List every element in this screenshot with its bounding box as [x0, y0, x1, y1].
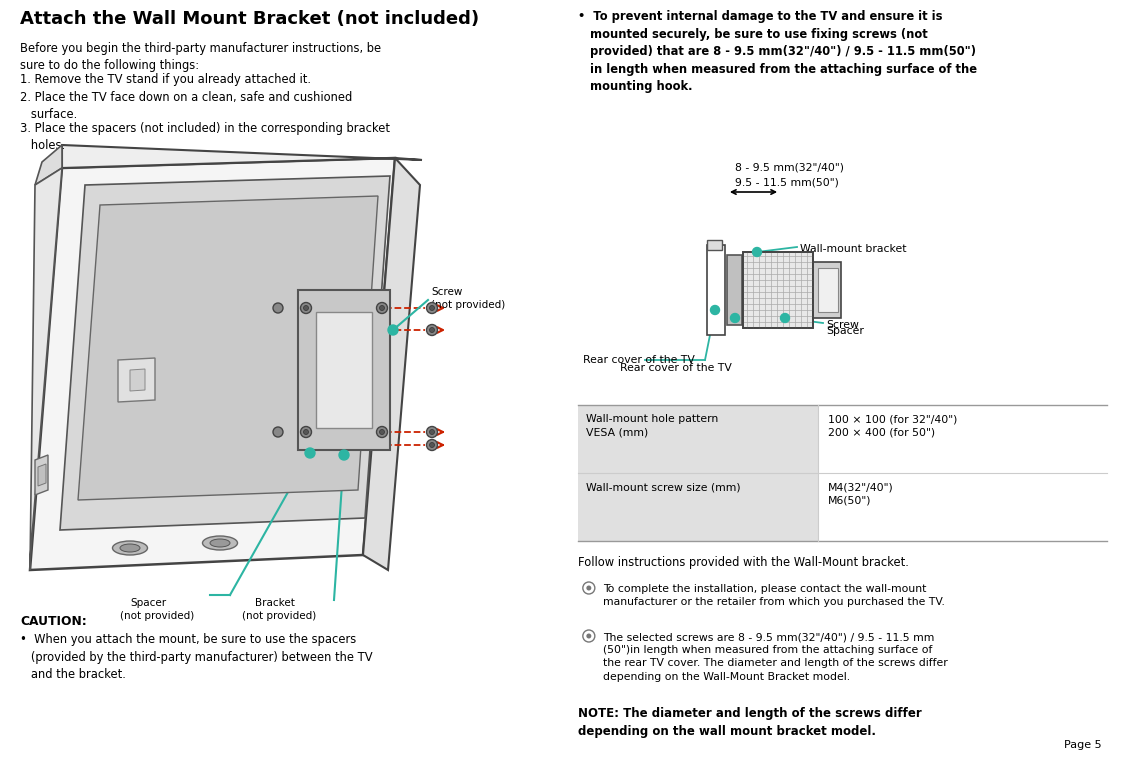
Text: 100 × 100 (for 32"/40")
200 × 400 (for 50"): 100 × 100 (for 32"/40") 200 × 400 (for 5… — [828, 414, 957, 438]
Text: •  When you attach the mount, be sure to use the spacers
   (provided by the thi: • When you attach the mount, be sure to … — [20, 633, 373, 681]
Circle shape — [303, 429, 309, 435]
Circle shape — [426, 302, 438, 314]
Circle shape — [303, 305, 309, 311]
Polygon shape — [316, 312, 373, 428]
Text: (not provided): (not provided) — [120, 611, 194, 621]
Circle shape — [730, 314, 739, 323]
Circle shape — [587, 585, 591, 591]
Text: 3. Place the spacers (not included) in the corresponding bracket
   holes.: 3. Place the spacers (not included) in t… — [20, 122, 390, 152]
Text: Wall-mount hole pattern
VESA (mm): Wall-mount hole pattern VESA (mm) — [586, 414, 718, 438]
Circle shape — [426, 324, 438, 336]
Polygon shape — [62, 145, 422, 168]
Polygon shape — [35, 455, 48, 495]
Circle shape — [377, 302, 387, 314]
Text: (not provided): (not provided) — [431, 300, 505, 310]
Text: Rear cover of the TV: Rear cover of the TV — [620, 363, 732, 373]
Ellipse shape — [112, 541, 147, 555]
Circle shape — [339, 450, 349, 460]
Circle shape — [273, 303, 283, 313]
Text: NOTE: The diameter and length of the screws differ
depending on the wall mount b: NOTE: The diameter and length of the scr… — [578, 707, 921, 738]
Circle shape — [430, 305, 434, 311]
Text: Before you begin the third-party manufacturer instructions, be
sure to do the fo: Before you begin the third-party manufac… — [20, 42, 381, 72]
Circle shape — [430, 327, 434, 333]
Text: (not provided): (not provided) — [242, 611, 316, 621]
Circle shape — [430, 429, 434, 435]
Polygon shape — [364, 158, 420, 570]
Polygon shape — [818, 268, 838, 312]
Text: Wall-mount bracket: Wall-mount bracket — [800, 244, 907, 254]
Polygon shape — [38, 464, 46, 486]
Circle shape — [587, 633, 591, 639]
Text: Rear cover of the TV: Rear cover of the TV — [582, 355, 695, 365]
Polygon shape — [727, 255, 742, 325]
Circle shape — [305, 448, 315, 458]
Circle shape — [273, 427, 283, 437]
Circle shape — [426, 440, 438, 451]
Text: Wall-mount screw size (mm): Wall-mount screw size (mm) — [586, 482, 741, 492]
Text: 1. Remove the TV stand if you already attached it.: 1. Remove the TV stand if you already at… — [20, 73, 311, 86]
Circle shape — [301, 302, 312, 314]
Polygon shape — [813, 262, 842, 318]
Polygon shape — [35, 145, 62, 185]
Polygon shape — [743, 252, 813, 328]
Polygon shape — [298, 290, 390, 450]
Text: Screw: Screw — [431, 287, 462, 297]
Polygon shape — [130, 369, 145, 391]
Polygon shape — [79, 196, 378, 500]
Text: 9.5 - 11.5 mm(50"): 9.5 - 11.5 mm(50") — [735, 177, 839, 187]
Circle shape — [379, 305, 385, 311]
Circle shape — [781, 314, 790, 323]
Ellipse shape — [202, 536, 238, 550]
Polygon shape — [118, 358, 155, 402]
Text: CAUTION:: CAUTION: — [20, 615, 86, 628]
Polygon shape — [30, 158, 395, 570]
Circle shape — [377, 427, 387, 438]
Polygon shape — [707, 240, 721, 250]
Bar — [578, 473, 818, 541]
Bar — [578, 405, 818, 473]
Text: 2. Place the TV face down on a clean, safe and cushioned
   surface.: 2. Place the TV face down on a clean, sa… — [20, 91, 352, 121]
Text: Spacer: Spacer — [130, 598, 166, 608]
Text: To complete the installation, please contact the wall-mount
manufacturer or the : To complete the installation, please con… — [603, 584, 945, 607]
Circle shape — [753, 248, 762, 256]
Text: Follow instructions provided with the Wall-Mount bracket.: Follow instructions provided with the Wa… — [578, 556, 909, 569]
Text: Bracket: Bracket — [255, 598, 295, 608]
Text: •  To prevent internal damage to the TV and ensure it is
   mounted securely, be: • To prevent internal damage to the TV a… — [578, 10, 977, 93]
Circle shape — [426, 427, 438, 438]
Circle shape — [388, 325, 398, 335]
Text: Attach the Wall Mount Bracket (not included): Attach the Wall Mount Bracket (not inclu… — [20, 10, 479, 28]
Text: Screw: Screw — [826, 320, 858, 330]
Text: 8 - 9.5 mm(32"/40"): 8 - 9.5 mm(32"/40") — [735, 162, 844, 172]
Circle shape — [379, 429, 385, 435]
Circle shape — [710, 305, 719, 314]
Polygon shape — [707, 245, 725, 335]
Text: M4(32"/40")
M6(50"): M4(32"/40") M6(50") — [828, 482, 893, 505]
Polygon shape — [30, 168, 62, 570]
Ellipse shape — [120, 544, 140, 552]
Polygon shape — [59, 176, 390, 530]
Text: Page 5: Page 5 — [1065, 740, 1102, 750]
Bar — [743, 252, 813, 328]
Circle shape — [430, 442, 434, 448]
Ellipse shape — [210, 539, 230, 547]
Text: Spacer: Spacer — [826, 326, 864, 336]
Circle shape — [301, 427, 312, 438]
Text: The selected screws are 8 - 9.5 mm(32"/40") / 9.5 - 11.5 mm
(50")in length when : The selected screws are 8 - 9.5 mm(32"/4… — [603, 632, 948, 682]
